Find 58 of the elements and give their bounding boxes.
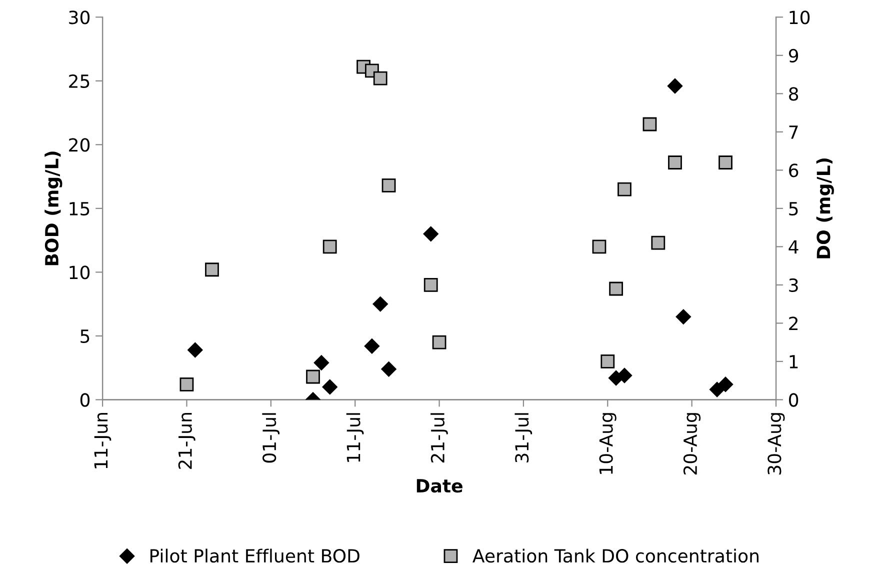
- x-tick-label: 11-Jun: [94, 413, 112, 468]
- y-tick-label: 10: [70, 266, 90, 280]
- point: [364, 338, 380, 354]
- point: [667, 78, 683, 94]
- x-tick-label: 11-Jul: [346, 413, 364, 462]
- point: [618, 182, 632, 196]
- x-tick-label: 30-Aug: [768, 413, 785, 474]
- point: [188, 342, 203, 358]
- point: [306, 370, 320, 384]
- x-tick-label: 20-Aug: [683, 413, 701, 475]
- y-axis-title: BOD (mg/L): [44, 152, 62, 266]
- point: [609, 282, 624, 296]
- point: [432, 335, 446, 350]
- point: [651, 236, 666, 250]
- y2-tick-label: 6: [789, 164, 798, 178]
- point: [382, 178, 396, 192]
- point: [676, 309, 691, 324]
- point: [592, 240, 606, 254]
- x-tick-label: 21-Jul: [430, 413, 448, 462]
- legend-label: Aeration Tank DO concentration: [472, 548, 758, 563]
- x-axis-title: Date: [416, 479, 462, 493]
- point: [423, 226, 438, 242]
- y2-tick-label: 2: [789, 316, 798, 330]
- point: [314, 355, 329, 370]
- point: [322, 379, 338, 395]
- point: [600, 354, 615, 368]
- x-tick-label: 10-Aug: [599, 413, 616, 474]
- y-tick-label: 5: [80, 330, 90, 344]
- y2-tick-label: 3: [789, 278, 798, 292]
- point: [668, 156, 682, 170]
- point: [381, 362, 396, 377]
- point: [424, 278, 438, 292]
- y2-tick-label: 8: [789, 87, 798, 101]
- y2-tick-label: 5: [789, 202, 798, 216]
- y2-tick-label: 7: [789, 126, 798, 139]
- y2-tick-label: 10: [790, 10, 810, 24]
- point: [642, 117, 657, 132]
- point: [718, 376, 734, 392]
- point: [322, 240, 337, 254]
- point: [205, 262, 219, 277]
- y2-axis-title: DO (mg/L): [816, 158, 834, 258]
- y2-tick-label: 4: [788, 240, 798, 254]
- point: [372, 296, 388, 312]
- y2-tick-label: 0: [789, 393, 798, 407]
- y-tick-label: 30: [69, 10, 90, 24]
- point: [180, 377, 194, 392]
- legend-label: Pilot Plant Effluent BOD: [150, 548, 360, 563]
- x-tick-label: 21-Jun: [178, 413, 196, 469]
- point: [373, 71, 388, 86]
- point: [718, 156, 732, 170]
- x-tick-label: 01-Jul: [262, 413, 280, 463]
- y-tick-label: 0: [80, 393, 90, 407]
- y-tick-label: 25: [69, 74, 90, 88]
- x-tick-label: 31-Jul: [514, 413, 532, 462]
- y-tick-label: 15: [70, 202, 90, 216]
- y2-tick-label: 1: [790, 355, 798, 368]
- y2-tick-label: 9: [788, 48, 798, 63]
- y-tick-label: 20: [69, 138, 90, 152]
